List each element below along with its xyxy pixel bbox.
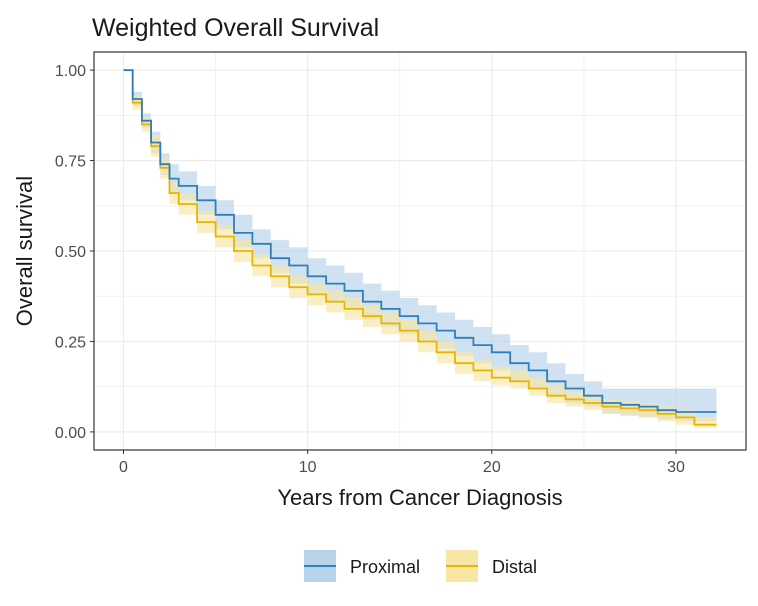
legend: Proximal Distal — [304, 550, 537, 582]
x-axis-ticks: 0 10 20 30 — [119, 450, 685, 476]
survival-curves — [123, 69, 717, 426]
y-tick-label: 0.25 — [55, 334, 86, 351]
confidence-bands — [123, 70, 717, 429]
chart-title: Weighted Overall Survival — [92, 14, 379, 42]
y-tick-label: 0.75 — [55, 154, 86, 171]
confidence-band-distal — [123, 70, 717, 429]
survival-curve-proximal — [123, 69, 717, 413]
y-tick-label: 0.00 — [55, 425, 86, 442]
x-tick-label: 30 — [667, 459, 685, 476]
x-tick-label: 20 — [483, 459, 501, 476]
y-axis-title: Overall survival — [12, 176, 37, 326]
legend-label-proximal: Proximal — [350, 557, 420, 577]
plot-panel — [93, 51, 747, 451]
y-tick-label: 0.50 — [55, 244, 86, 261]
x-tick-label: 0 — [119, 459, 128, 476]
y-axis-ticks: 0.00 0.25 0.50 0.75 1.00 — [55, 63, 94, 442]
legend-label-distal: Distal — [492, 557, 537, 577]
x-axis-title: Years from Cancer Diagnosis — [277, 485, 562, 510]
x-tick-label: 10 — [299, 459, 317, 476]
y-tick-label: 1.00 — [55, 63, 86, 80]
survival-curve-distal — [123, 69, 717, 426]
